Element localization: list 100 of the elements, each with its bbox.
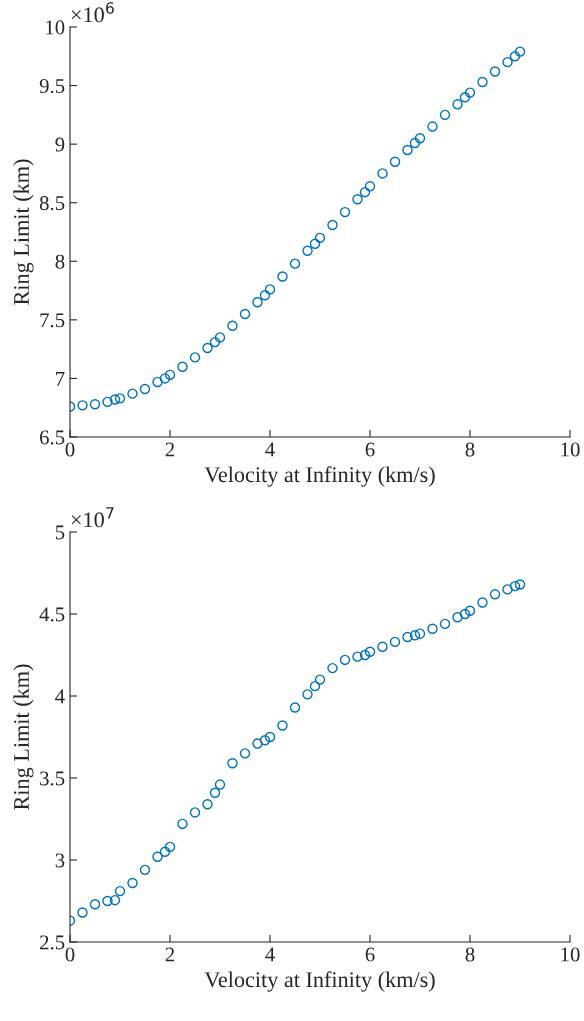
point [189, 807, 201, 818]
y-tick-label: 5 [55, 525, 65, 540]
point [152, 851, 163, 862]
point [177, 361, 188, 372]
point [227, 758, 238, 769]
point [127, 388, 138, 399]
point [502, 56, 513, 68]
point [164, 369, 176, 381]
point [89, 899, 101, 910]
point [364, 646, 376, 657]
x-axis-title: Velocity at Infinity (km/s) [204, 466, 435, 487]
point [264, 731, 276, 743]
point [439, 618, 451, 630]
y-tick-label: 9.5 [39, 79, 65, 94]
point [189, 352, 201, 363]
x-axis-title: Velocity at Infinity (km/s) [204, 971, 435, 992]
y-tick-label: 3.5 [40, 771, 65, 786]
point [477, 597, 488, 608]
point [77, 907, 88, 918]
y-tick-label: 8.5 [39, 196, 65, 211]
y-tick-label: 9 [55, 137, 65, 152]
point [89, 398, 101, 410]
point [277, 271, 288, 282]
point [489, 66, 501, 77]
point [164, 841, 176, 853]
point [302, 245, 313, 256]
point [209, 787, 221, 798]
point [202, 342, 213, 354]
text: ×10$^{7}$ [71, 507, 114, 528]
point [377, 641, 388, 653]
point [389, 636, 401, 648]
y-tick-label: 7.5 [40, 313, 65, 328]
x-tick-label: 2 [165, 442, 175, 457]
point [327, 219, 338, 231]
point [252, 297, 263, 308]
point [77, 400, 88, 411]
point [409, 137, 421, 149]
point [252, 738, 263, 749]
y-tick-label: 4.5 [39, 607, 65, 622]
text: ×10$^{6}$ [71, 2, 114, 23]
point [359, 186, 371, 198]
x-tick-label: 8 [465, 947, 475, 962]
x-tick-label: 6 [365, 442, 375, 457]
point [452, 612, 463, 623]
point [409, 630, 421, 641]
point [414, 628, 426, 639]
point [239, 748, 251, 759]
x-tick-label: 2 [165, 947, 175, 962]
point [127, 877, 138, 889]
point [302, 689, 313, 700]
y-tick-label: 10 [46, 20, 65, 35]
point [414, 133, 426, 144]
point [214, 332, 226, 343]
point [364, 181, 376, 192]
point [464, 87, 476, 98]
x-tick-label: 4 [265, 442, 275, 457]
point [327, 662, 338, 674]
x-tick-label: 4 [265, 947, 275, 962]
point [264, 284, 276, 295]
y-axis-title: Ring Limit (km) [13, 664, 34, 810]
point [389, 156, 401, 167]
point [102, 396, 113, 408]
point [352, 193, 363, 205]
y-tick-label: 7 [56, 372, 65, 386]
point [114, 885, 126, 897]
point [289, 258, 301, 269]
point [259, 735, 271, 746]
point [514, 46, 526, 57]
point [202, 799, 213, 810]
x-tick-label: 8 [465, 442, 475, 457]
point [427, 121, 438, 132]
y-tick-label: 4 [55, 689, 65, 704]
point [459, 608, 471, 620]
point [314, 674, 326, 685]
point [214, 779, 226, 790]
point [509, 51, 521, 62]
y-tick-label: 3 [55, 853, 65, 868]
point [139, 864, 151, 876]
x-tick-label: 0 [65, 947, 75, 962]
point [352, 651, 363, 662]
y-axis-title: Ring Limit (km) [13, 159, 34, 305]
point [259, 290, 271, 301]
point [159, 846, 171, 858]
x-tick-label: 6 [365, 947, 375, 962]
point [239, 308, 251, 320]
y-tick-label: 8 [55, 254, 65, 269]
point [309, 680, 321, 692]
point [377, 168, 388, 179]
point [402, 631, 413, 643]
point [439, 109, 451, 121]
point [309, 238, 321, 249]
point [489, 589, 501, 600]
point [339, 654, 351, 666]
point [227, 320, 238, 331]
point [509, 580, 521, 592]
point [359, 649, 371, 661]
point [159, 373, 171, 384]
point [314, 232, 326, 244]
point [502, 584, 513, 595]
point [209, 336, 221, 348]
